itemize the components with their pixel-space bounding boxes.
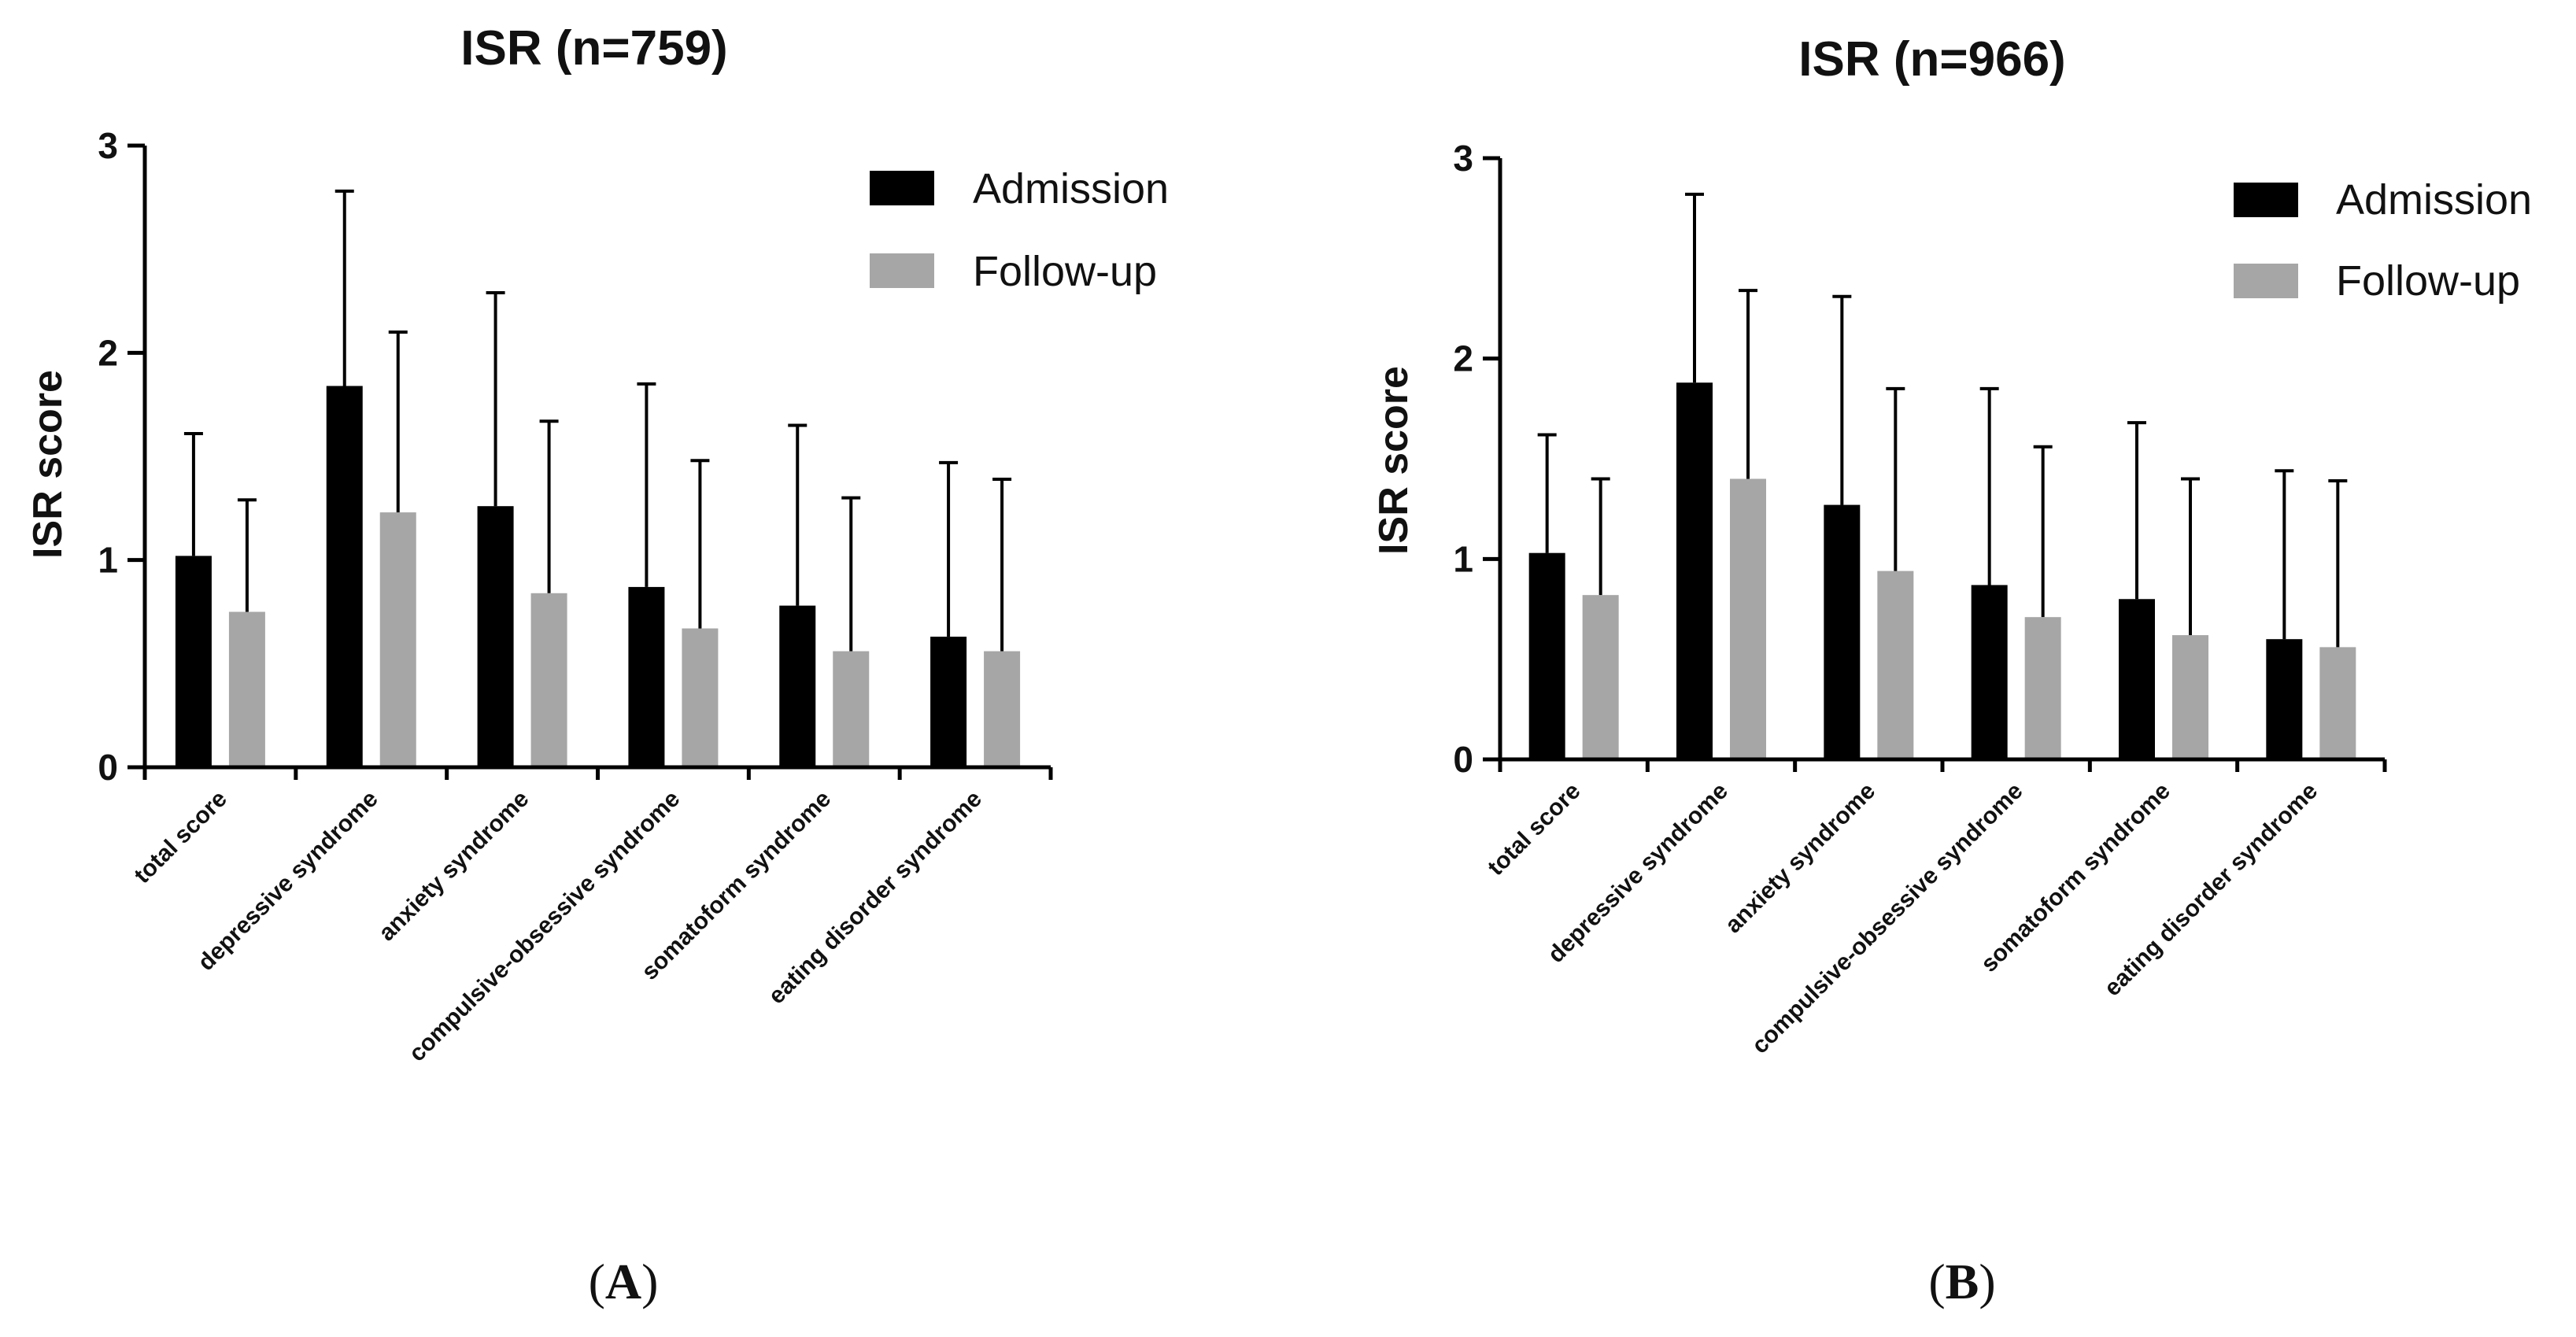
bar-follow-up-4 — [2172, 635, 2208, 759]
y-tick-label-1: 1 — [98, 540, 118, 581]
panel-label-a: (A) — [589, 1254, 659, 1309]
legend-swatch-admission — [2234, 183, 2298, 217]
chart-title: ISR (n=966) — [1798, 32, 2065, 87]
bar-admission-0 — [175, 556, 212, 767]
x-tick-label-anxiety-syndrome: anxiety syndrome — [374, 786, 534, 947]
bar-follow-up-0 — [228, 611, 265, 767]
bar-admission-2 — [477, 506, 514, 767]
bar-admission-0 — [1528, 552, 1565, 759]
bar-follow-up-4 — [833, 651, 870, 767]
y-tick-label-0: 0 — [98, 747, 118, 788]
legend-label-follow-up: Follow-up — [2336, 257, 2520, 305]
bar-follow-up-1 — [379, 512, 416, 767]
x-tick-label-total-score: total score — [1483, 778, 1586, 881]
bar-follow-up-2 — [1877, 571, 1914, 759]
legend-label-admission: Admission — [973, 165, 1169, 212]
legend-swatch-admission — [870, 171, 934, 205]
panel-label-b: (B) — [1928, 1254, 1995, 1309]
bar-admission-5 — [2266, 639, 2303, 759]
bar-follow-up-3 — [2024, 617, 2061, 759]
bar-follow-up-5 — [984, 651, 1021, 767]
legend-swatch-follow-up — [2234, 264, 2298, 298]
y-axis-label: ISR score — [25, 370, 71, 559]
bar-admission-5 — [930, 637, 967, 767]
bar-admission-1 — [326, 386, 363, 767]
bar-follow-up-1 — [1730, 478, 1766, 759]
y-tick-label-3: 3 — [98, 125, 118, 166]
legend: Admission Follow-up — [2234, 176, 2532, 305]
legend-swatch-follow-up — [870, 253, 934, 288]
x-tick-label-compulsive-obsessive-syndrome: compulsive-obsessive syndrome — [1747, 778, 2028, 1059]
y-tick-label-2: 2 — [98, 332, 118, 373]
chart-title: ISR (n=759) — [460, 21, 727, 76]
bar-follow-up-5 — [2319, 647, 2356, 759]
legend-label-admission: Admission — [2336, 176, 2532, 223]
bar-admission-3 — [1971, 585, 2008, 759]
bar-follow-up-2 — [530, 593, 567, 767]
legend: Admission Follow-up — [870, 165, 1169, 295]
bar-follow-up-0 — [1582, 595, 1619, 759]
x-tick-label-anxiety-syndrome: anxiety syndrome — [1720, 778, 1881, 939]
bar-admission-3 — [628, 586, 665, 767]
y-tick-label-3: 3 — [1453, 138, 1473, 179]
y-tick-label-0: 0 — [1453, 739, 1473, 780]
x-tick-label-total-score: total score — [129, 786, 232, 889]
bar-admission-4 — [2119, 599, 2155, 759]
bar-admission-2 — [1824, 504, 1861, 759]
bar-follow-up-3 — [682, 628, 719, 767]
y-axis-label: ISR score — [1371, 366, 1417, 555]
bar-admission-4 — [779, 605, 816, 767]
y-tick-label-1: 1 — [1453, 538, 1473, 579]
y-tick-label-2: 2 — [1453, 338, 1473, 379]
bar-admission-1 — [1676, 382, 1713, 759]
legend-label-follow-up: Follow-up — [973, 248, 1157, 295]
x-tick-label-compulsive-obsessive-syndrome: compulsive-obsessive syndrome — [404, 786, 685, 1067]
